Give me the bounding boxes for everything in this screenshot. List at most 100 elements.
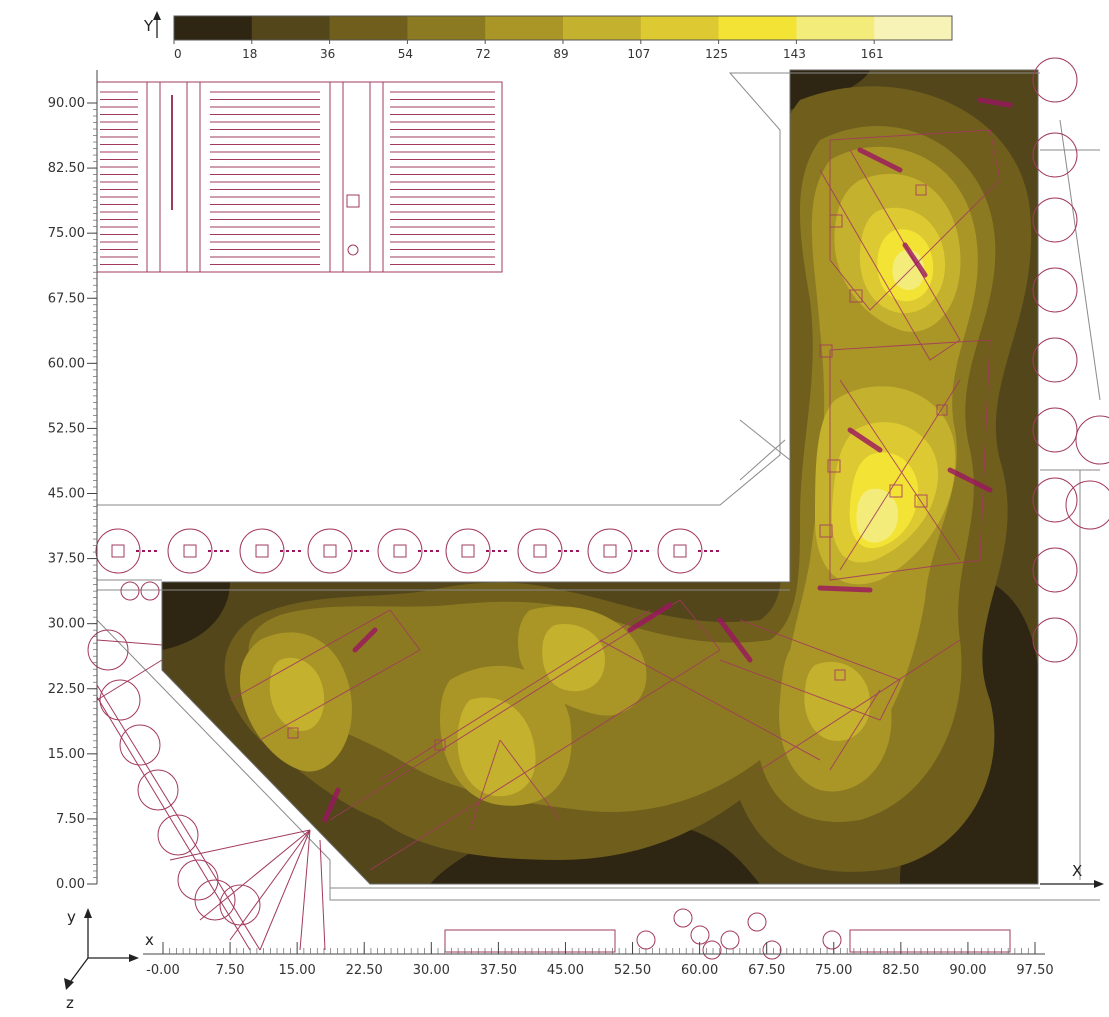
x-axis-tick-label: 52.50	[614, 963, 651, 978]
column-circle	[95, 528, 141, 574]
x-axis-tick-label: 75.00	[815, 963, 852, 978]
x-axis-tick-label: 60.00	[681, 963, 718, 978]
x-axis-tick-label: 82.50	[882, 963, 919, 978]
column-square	[323, 544, 337, 558]
column-circle	[87, 629, 129, 671]
column-square	[183, 544, 197, 558]
color-scale-swatch	[563, 16, 642, 40]
column-circle-small	[636, 930, 656, 950]
y-axis-tick-label: 67.50	[48, 291, 85, 306]
y-axis-tick-label: 30.00	[48, 617, 85, 632]
column-circle	[1032, 197, 1078, 243]
triad-x-letter: x	[145, 931, 154, 949]
x-axis: -0.00 7.50 15.00 22.50 30.00 37.50 45.00 52.50 6…	[143, 942, 1054, 978]
column-square	[255, 544, 269, 558]
color-scale-swatch	[718, 16, 797, 40]
color-scale-swatch	[874, 16, 953, 40]
color-scale-tick-label: 0	[174, 47, 182, 61]
ramp-geometry	[96, 639, 1011, 953]
coordinate-triad-icon	[64, 908, 139, 990]
parking-marker	[346, 194, 360, 208]
color-scale-swatch	[174, 16, 253, 40]
color-scale-tick-label: 107	[627, 47, 650, 61]
column-circle	[1032, 617, 1078, 663]
column-circle	[239, 528, 285, 574]
column-markers	[87, 57, 1109, 960]
column-circle	[194, 879, 236, 921]
triad-y-letter: y	[67, 908, 76, 926]
x-axis-tick-label: 15.00	[279, 963, 316, 978]
x-axis-tick-label: 67.50	[748, 963, 785, 978]
y-axis-tick-label: 7.50	[56, 812, 85, 827]
color-scale-tick-labels: 0 18 36 54 72 89 107 125 143 161	[173, 40, 884, 61]
column-circle	[1065, 480, 1109, 530]
color-scale-tick-label: 89	[553, 47, 568, 61]
y-axis-tick-label: 82.50	[48, 161, 85, 176]
column-circle	[377, 528, 423, 574]
column-circle	[1032, 477, 1078, 523]
contour-floor	[162, 70, 1038, 884]
column-circle	[657, 528, 703, 574]
column-square	[673, 544, 687, 558]
x-axis-tick-label: 45.00	[547, 963, 584, 978]
parking-frame	[96, 81, 503, 273]
y-axis: 90.00 82.50 75.00 67.50 60.00 52.50 45.00 37.50…	[48, 70, 98, 892]
column-circle	[1032, 132, 1078, 178]
color-scale-tick-label: 161	[861, 47, 884, 61]
column-circle	[1032, 337, 1078, 383]
triad-z-letter: z	[66, 994, 74, 1012]
floor-plan-accents	[322, 97, 1013, 823]
column-circle	[1032, 547, 1078, 593]
column-circle	[307, 528, 353, 574]
x-axis-letter: X	[1072, 862, 1082, 880]
column-circle-small	[120, 581, 140, 601]
x-axis-tick-label: 90.00	[949, 963, 986, 978]
y-axis-tick-label: 52.50	[48, 421, 85, 436]
column-circle	[1032, 407, 1078, 453]
column-circle	[137, 769, 179, 811]
column-circle	[587, 528, 633, 574]
color-scale-tick-label: 143	[783, 47, 806, 61]
color-scale-tick-label: 18	[242, 47, 257, 61]
y-axis-tick-label: 22.50	[48, 682, 85, 697]
column-circle	[219, 884, 261, 926]
column-circle	[99, 679, 141, 721]
color-scale-swatch	[329, 16, 408, 40]
column-circle-small	[673, 908, 693, 928]
color-scale-swatch	[251, 16, 331, 40]
column-circle-small	[690, 925, 710, 945]
x-axis-arrow-icon	[1040, 880, 1104, 888]
x-axis-tick-label: 97.50	[1016, 963, 1053, 978]
column-circle	[157, 814, 199, 856]
color-scale-swatch	[640, 16, 720, 40]
column-square	[393, 544, 407, 558]
color-scale-axis-letter: Y	[143, 17, 154, 35]
color-scale-tick-label: 72	[476, 47, 491, 61]
column-square	[533, 544, 547, 558]
y-axis-tick-label: 75.00	[48, 226, 85, 241]
column-circle	[517, 528, 563, 574]
y-axis-tick-label: 45.00	[48, 487, 85, 502]
column-circle	[1075, 415, 1109, 465]
column-square	[111, 544, 125, 558]
y-axis-tick-label: 0.00	[56, 877, 85, 892]
x-axis-tick-label: 7.50	[216, 963, 245, 978]
color-scale-tick-label: 36	[320, 47, 335, 61]
y-axis-tick-label: 37.50	[48, 552, 85, 567]
color-scale-swatch	[485, 16, 564, 40]
color-scale-bar	[173, 15, 953, 41]
y-axis-tick-label: 60.00	[48, 356, 85, 371]
column-circle-small	[140, 581, 160, 601]
parking-marker	[347, 244, 359, 256]
parking-block	[96, 81, 503, 273]
column-circle	[119, 724, 161, 766]
column-square	[461, 544, 475, 558]
x-axis-tick-label: 22.50	[346, 963, 383, 978]
y-axis-tick-label: 15.00	[48, 747, 85, 762]
column-circle-small	[762, 940, 782, 960]
column-circle-small	[822, 930, 842, 950]
x-axis-tick-label: 30.00	[413, 963, 450, 978]
column-circle	[167, 528, 213, 574]
color-scale-tick-label: 125	[705, 47, 728, 61]
